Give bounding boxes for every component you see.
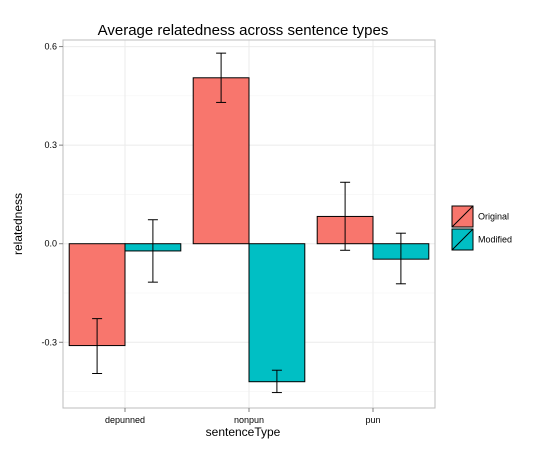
x-tick-label: pun bbox=[365, 415, 380, 425]
legend-label-original: Original bbox=[478, 212, 509, 222]
y-tick-label: 0.0 bbox=[44, 239, 57, 249]
legend: Original Modified bbox=[451, 205, 512, 251]
y-axis-title: relatedness bbox=[11, 193, 25, 255]
x-tick-label: nonpun bbox=[234, 415, 264, 425]
legend-key-slash bbox=[451, 228, 474, 251]
y-tick-label: 0.6 bbox=[44, 42, 57, 52]
x-axis-title: sentenceType bbox=[206, 425, 281, 439]
legend-key-slash bbox=[451, 205, 474, 228]
bars-layer bbox=[68, 77, 430, 383]
legend-label-modified: Modified bbox=[478, 235, 512, 245]
y-tick-label: 0.3 bbox=[44, 140, 57, 150]
bar-modified-nonpun bbox=[248, 243, 306, 383]
bar-original-nonpun bbox=[192, 77, 250, 245]
x-tick-label: depunned bbox=[105, 415, 145, 425]
x-axis: depunned nonpun pun bbox=[105, 408, 381, 425]
error-bars-layer bbox=[92, 52, 406, 394]
y-tick-label: -0.3 bbox=[41, 337, 57, 347]
chart-title: Average relatedness across sentence type… bbox=[98, 22, 389, 39]
y-axis: -0.3 0.0 0.3 0.6 bbox=[41, 42, 63, 347]
